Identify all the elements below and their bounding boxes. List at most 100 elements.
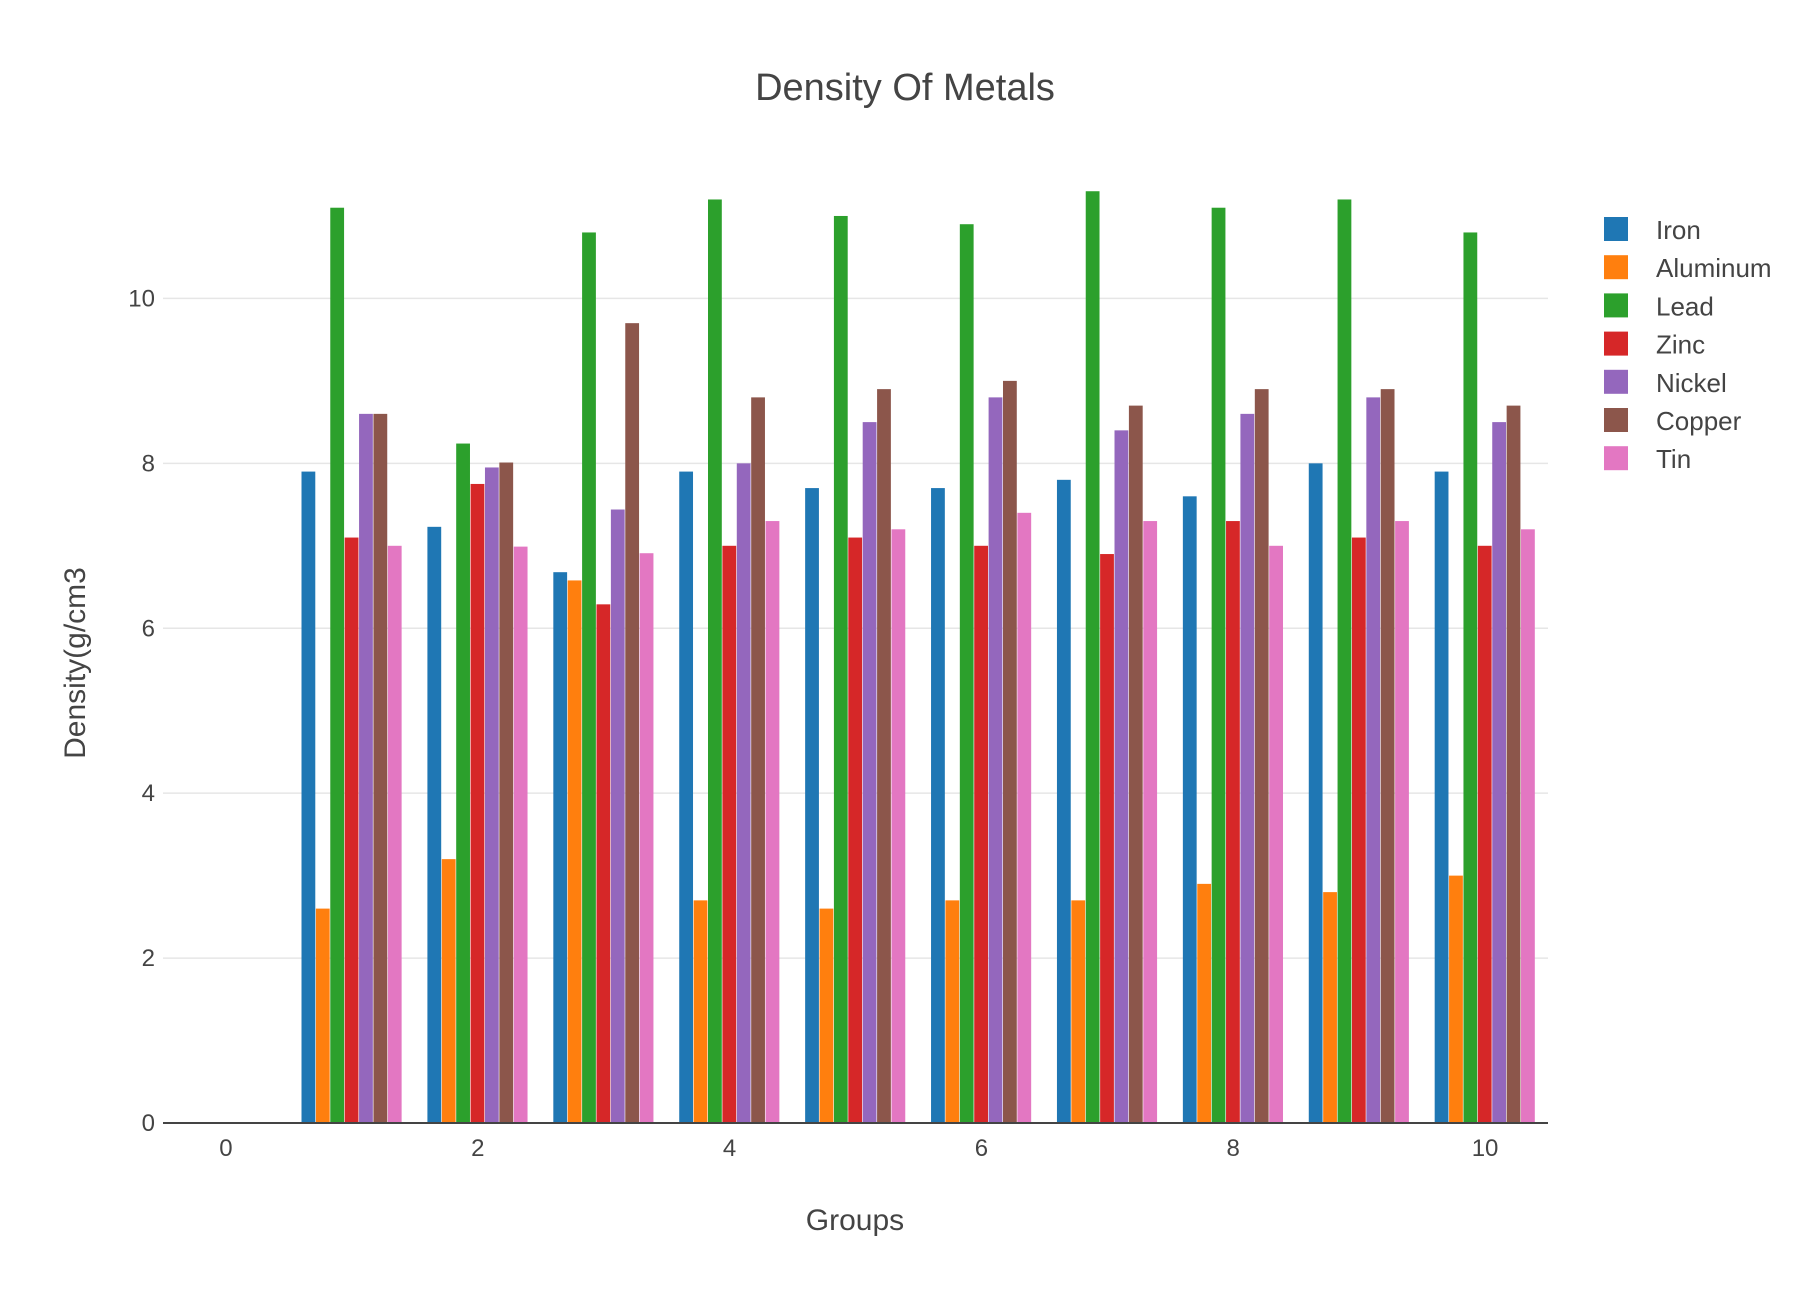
x-tick-label-0: 0: [219, 1135, 232, 1162]
chart-title: Density Of Metals: [755, 67, 1055, 109]
bar-lead-6[interactable]: [959, 224, 974, 1124]
bar-aluminum-1[interactable]: [315, 908, 330, 1123]
bar-zinc-3[interactable]: [596, 604, 611, 1123]
bar-aluminum-6[interactable]: [945, 900, 960, 1123]
bar-lead-4[interactable]: [708, 199, 722, 1123]
bar-copper-2[interactable]: [499, 462, 514, 1123]
y-tick-label-4: 4: [142, 780, 155, 807]
legend-label-nickel: Nickel: [1656, 368, 1727, 398]
bar-tin-2[interactable]: [513, 546, 528, 1123]
bar-lead-10[interactable]: [1463, 232, 1478, 1123]
bar-copper-7[interactable]: [1128, 405, 1143, 1123]
bar-lead-9[interactable]: [1337, 199, 1352, 1123]
bar-copper-3[interactable]: [625, 323, 640, 1123]
legend-item-lead[interactable]: Lead: [1604, 291, 1714, 321]
bar-copper-6[interactable]: [1002, 380, 1017, 1123]
bar-lead-8[interactable]: [1211, 207, 1226, 1123]
bar-tin-1[interactable]: [387, 545, 402, 1123]
bar-iron-7[interactable]: [1056, 479, 1071, 1123]
legend-swatch-iron: [1604, 217, 1628, 241]
y-tick-labels: 0 2 4 6 8 10: [128, 285, 155, 1137]
bar-copper-5[interactable]: [877, 389, 891, 1124]
legend-item-copper[interactable]: Copper: [1604, 406, 1742, 436]
bar-lead-1[interactable]: [330, 207, 345, 1123]
bar-zinc-10[interactable]: [1477, 545, 1492, 1123]
x-tick-label-8: 8: [1227, 1135, 1240, 1162]
bar-nickel-8[interactable]: [1240, 413, 1255, 1124]
bar-nickel-2[interactable]: [484, 467, 499, 1123]
bar-iron-9[interactable]: [1308, 463, 1323, 1123]
bar-zinc-7[interactable]: [1100, 554, 1114, 1123]
bar-iron-10[interactable]: [1434, 471, 1449, 1124]
bar-tin-3[interactable]: [639, 553, 654, 1123]
legend-swatch-zinc: [1604, 331, 1628, 356]
legend-item-zinc[interactable]: Zinc: [1604, 330, 1705, 360]
bar-aluminum-3[interactable]: [567, 580, 582, 1123]
legend-item-tin[interactable]: Tin: [1604, 444, 1691, 474]
bar-nickel-1[interactable]: [359, 413, 373, 1124]
bar-tin-5[interactable]: [891, 529, 906, 1123]
series-iron: [301, 463, 1449, 1124]
bar-aluminum-5[interactable]: [819, 908, 834, 1123]
bar-zinc-5[interactable]: [848, 537, 863, 1123]
bar-tin-8[interactable]: [1269, 545, 1283, 1123]
legend-item-aluminum[interactable]: Aluminum: [1604, 253, 1772, 283]
y-tick-label-10: 10: [128, 285, 155, 312]
legend-label-tin: Tin: [1656, 444, 1691, 474]
legend-label-zinc: Zinc: [1656, 330, 1705, 360]
bar-nickel-10[interactable]: [1492, 422, 1507, 1123]
bar-lead-2[interactable]: [456, 443, 470, 1123]
bar-copper-9[interactable]: [1380, 389, 1395, 1124]
legend-swatch-lead: [1604, 293, 1628, 318]
bar-iron-8[interactable]: [1182, 496, 1197, 1123]
bar-copper-10[interactable]: [1506, 405, 1521, 1123]
x-tick-label-6: 6: [975, 1135, 988, 1162]
bar-aluminum-7[interactable]: [1071, 900, 1086, 1123]
bar-lead-7[interactable]: [1085, 191, 1100, 1123]
bar-nickel-7[interactable]: [1114, 430, 1129, 1123]
bar-lead-3[interactable]: [582, 232, 596, 1123]
bar-zinc-9[interactable]: [1351, 537, 1366, 1123]
bar-nickel-3[interactable]: [610, 509, 625, 1123]
legend[interactable]: Iron Aluminum Lead Zinc Nickel Copper Tin: [1604, 215, 1772, 474]
bar-aluminum-10[interactable]: [1449, 875, 1463, 1123]
bar-copper-4[interactable]: [751, 397, 765, 1123]
bar-tin-9[interactable]: [1395, 521, 1409, 1123]
bar-iron-4[interactable]: [679, 471, 694, 1124]
bar-iron-6[interactable]: [931, 488, 945, 1123]
bar-tin-7[interactable]: [1143, 521, 1158, 1123]
bar-nickel-9[interactable]: [1366, 397, 1381, 1123]
legend-item-nickel[interactable]: Nickel: [1604, 368, 1727, 398]
bar-aluminum-9[interactable]: [1323, 892, 1337, 1123]
bar-aluminum-2[interactable]: [441, 859, 456, 1123]
bar-tin-10[interactable]: [1521, 529, 1535, 1123]
bar-zinc-2[interactable]: [470, 483, 485, 1124]
bar-nickel-4[interactable]: [736, 463, 751, 1123]
y-tick-label-2: 2: [142, 945, 155, 972]
legend-label-iron: Iron: [1656, 215, 1701, 245]
series-zinc: [344, 483, 1492, 1124]
legend-item-iron[interactable]: Iron: [1604, 215, 1701, 245]
bar-tin-4[interactable]: [765, 521, 780, 1123]
x-tick-label-4: 4: [723, 1135, 736, 1162]
bar-lead-5[interactable]: [833, 215, 848, 1124]
bar-nickel-5[interactable]: [862, 422, 877, 1123]
bar-iron-1[interactable]: [301, 471, 316, 1124]
bar-copper-8[interactable]: [1254, 389, 1269, 1124]
bar-zinc-4[interactable]: [722, 545, 737, 1123]
bar-iron-5[interactable]: [805, 488, 819, 1123]
bar-zinc-8[interactable]: [1226, 521, 1240, 1123]
y-tick-label-0: 0: [142, 1110, 155, 1137]
bar-nickel-6[interactable]: [988, 397, 1003, 1123]
bar-zinc-1[interactable]: [344, 537, 359, 1123]
legend-label-copper: Copper: [1656, 406, 1742, 436]
bar-aluminum-4[interactable]: [693, 900, 708, 1123]
x-tick-label-2: 2: [471, 1135, 484, 1162]
bar-zinc-6[interactable]: [974, 545, 989, 1123]
bar-iron-3[interactable]: [553, 572, 568, 1123]
bar-aluminum-8[interactable]: [1197, 883, 1212, 1123]
bar-iron-2[interactable]: [427, 526, 442, 1123]
bars: [301, 191, 1535, 1124]
bar-copper-1[interactable]: [373, 413, 388, 1124]
bar-tin-6[interactable]: [1017, 512, 1032, 1123]
